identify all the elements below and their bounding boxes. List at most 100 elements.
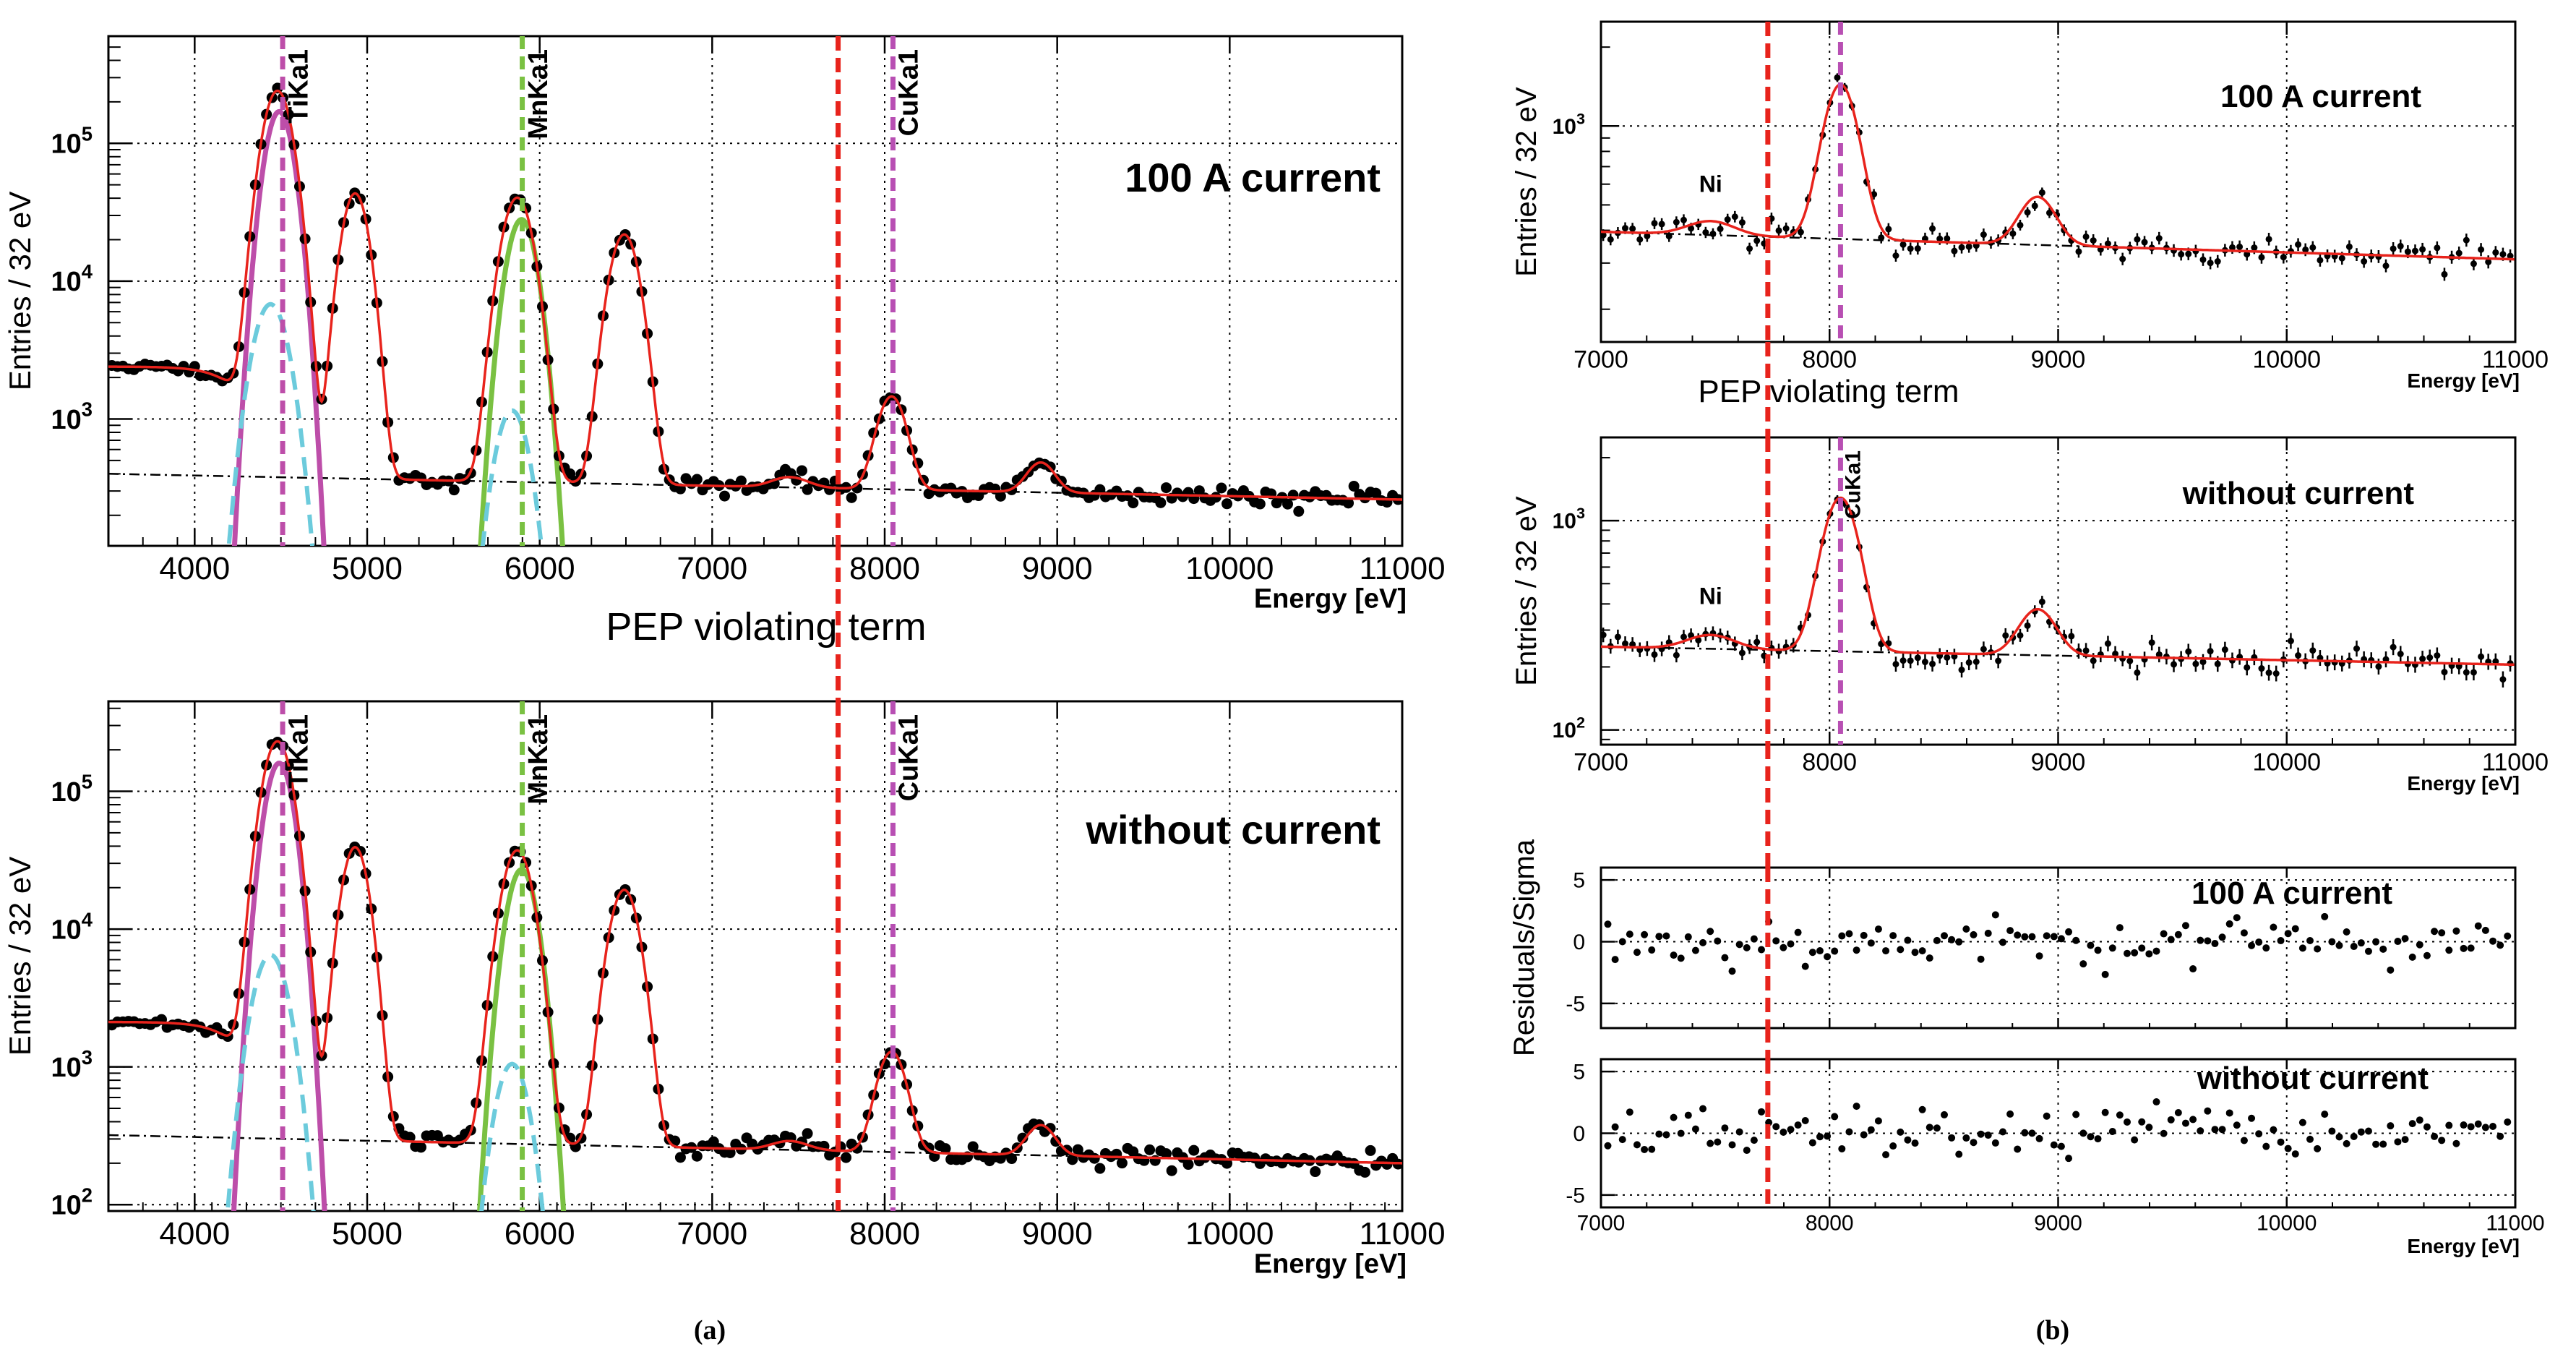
data-point: [2397, 242, 2404, 249]
residual-point: [1882, 947, 1890, 955]
residual-point: [2504, 1118, 2512, 1126]
data-point: [1688, 225, 1695, 232]
residual-point: [1941, 1111, 1949, 1118]
data-point: [2207, 648, 2214, 655]
y-tick-label-exponent: 4: [82, 260, 93, 283]
data-point: [1017, 1132, 1029, 1144]
residual-point: [2021, 1129, 2029, 1137]
residual-point: [2057, 1142, 2065, 1150]
residual-point: [1933, 936, 1941, 944]
residual-point: [2291, 1150, 2299, 1158]
y-tick-label-exponent: 3: [82, 1046, 93, 1069]
residual-point: [2496, 941, 2504, 949]
residual-point: [1860, 1131, 1868, 1139]
data-point: [2009, 230, 2017, 237]
data-point: [2499, 676, 2507, 683]
y-tick-label-exponent: 2: [82, 1184, 93, 1206]
residual-point: [2284, 930, 2292, 938]
data-point: [2375, 663, 2382, 670]
residual-point: [2218, 933, 2226, 941]
residual-point: [1641, 1145, 1649, 1153]
data-point: [1965, 659, 1972, 666]
y-tick-label-exponent: 3: [1576, 109, 1585, 127]
residual-point: [2277, 1138, 2285, 1146]
residual-point: [1604, 920, 1612, 928]
residual-point: [2248, 941, 2256, 949]
residual-point: [1808, 1139, 1816, 1147]
data-point: [2155, 235, 2163, 242]
data-point: [2265, 236, 2272, 243]
y-tick-label: 103: [51, 398, 93, 435]
data-point: [1878, 234, 1885, 241]
data-point: [2345, 243, 2353, 250]
residual-point: [1787, 940, 1795, 948]
data-point: [2045, 209, 2053, 216]
residual-point: [2181, 1119, 2189, 1127]
x-tick-label: 11000: [1359, 551, 1445, 586]
x-tick-label: 7000: [1573, 346, 1628, 374]
residual-point: [2225, 920, 2233, 928]
residual-point: [1670, 1113, 1678, 1121]
data-point: [2272, 670, 2280, 677]
data-point: [2463, 669, 2470, 676]
residual-point: [1699, 938, 1707, 946]
residual-point: [2152, 1098, 2160, 1106]
data-point: [2258, 665, 2265, 672]
residual-point: [2438, 1137, 2446, 1144]
y-tick-label-exponent: 3: [1576, 504, 1585, 522]
data-point: [1782, 225, 1790, 232]
data-point: [1067, 1154, 1078, 1165]
residual-point: [2504, 932, 2512, 940]
x-tick-label: 10000: [2252, 346, 2321, 374]
residual-point: [2270, 1126, 2277, 1134]
data-point: [2185, 250, 2192, 257]
y-tick-label: 0: [1573, 1122, 1585, 1146]
residual-point: [1925, 1124, 1933, 1131]
data-point: [2485, 258, 2492, 265]
data-point: [2441, 270, 2448, 278]
ti-component: [231, 761, 327, 1211]
data-point: [2295, 652, 2302, 659]
data-point: [1144, 1144, 1156, 1155]
residual-point: [1897, 946, 1905, 954]
panel-title: without current: [2182, 476, 2415, 511]
residual-point: [1677, 1129, 1685, 1137]
residual-point: [1911, 1139, 1919, 1147]
data-point: [2404, 248, 2411, 255]
data-point: [1254, 498, 1266, 510]
data-point: [1161, 482, 1172, 494]
residual-point: [2408, 1120, 2416, 1128]
data-point: [2221, 646, 2228, 654]
data-point: [735, 475, 747, 487]
residual-point: [2021, 933, 2029, 941]
data-point: [1651, 220, 1658, 227]
data-point: [2441, 669, 2448, 676]
residual-point: [2277, 937, 2285, 945]
panel-label-a: (a): [694, 1315, 726, 1345]
y-tick-label-exponent: 4: [82, 908, 93, 930]
residual-point: [1948, 1134, 1956, 1142]
residual-point: [2131, 1136, 2139, 1144]
residual-point: [2460, 944, 2468, 952]
data-point: [1089, 1152, 1100, 1164]
residual-point: [1918, 947, 1926, 955]
residual-point: [2328, 938, 2336, 946]
residual-point: [2160, 930, 2168, 938]
data-point: [2207, 260, 2214, 267]
residual-point: [1977, 955, 1985, 963]
residual-point: [2438, 929, 2446, 937]
residual-point: [2181, 922, 2189, 930]
x-tick-label: 10000: [1185, 551, 1274, 586]
residual-point: [2416, 941, 2423, 949]
residual-point: [2087, 941, 2095, 949]
data-point: [1892, 252, 1899, 260]
data-point: [1128, 497, 1139, 509]
data-point: [1636, 236, 1644, 243]
panel-a-top: 4000 5000 6000 7000 8000 9000 10000 11000103104…: [3, 35, 1446, 615]
y-axis-title: Residuals/Sigma: [1508, 839, 1540, 1056]
residual-point: [2314, 1144, 2322, 1152]
residual-point: [2116, 924, 2124, 932]
data-point: [1188, 1144, 1200, 1156]
ni-annotation: Ni: [1699, 171, 1722, 197]
data-point: [1293, 505, 1305, 517]
